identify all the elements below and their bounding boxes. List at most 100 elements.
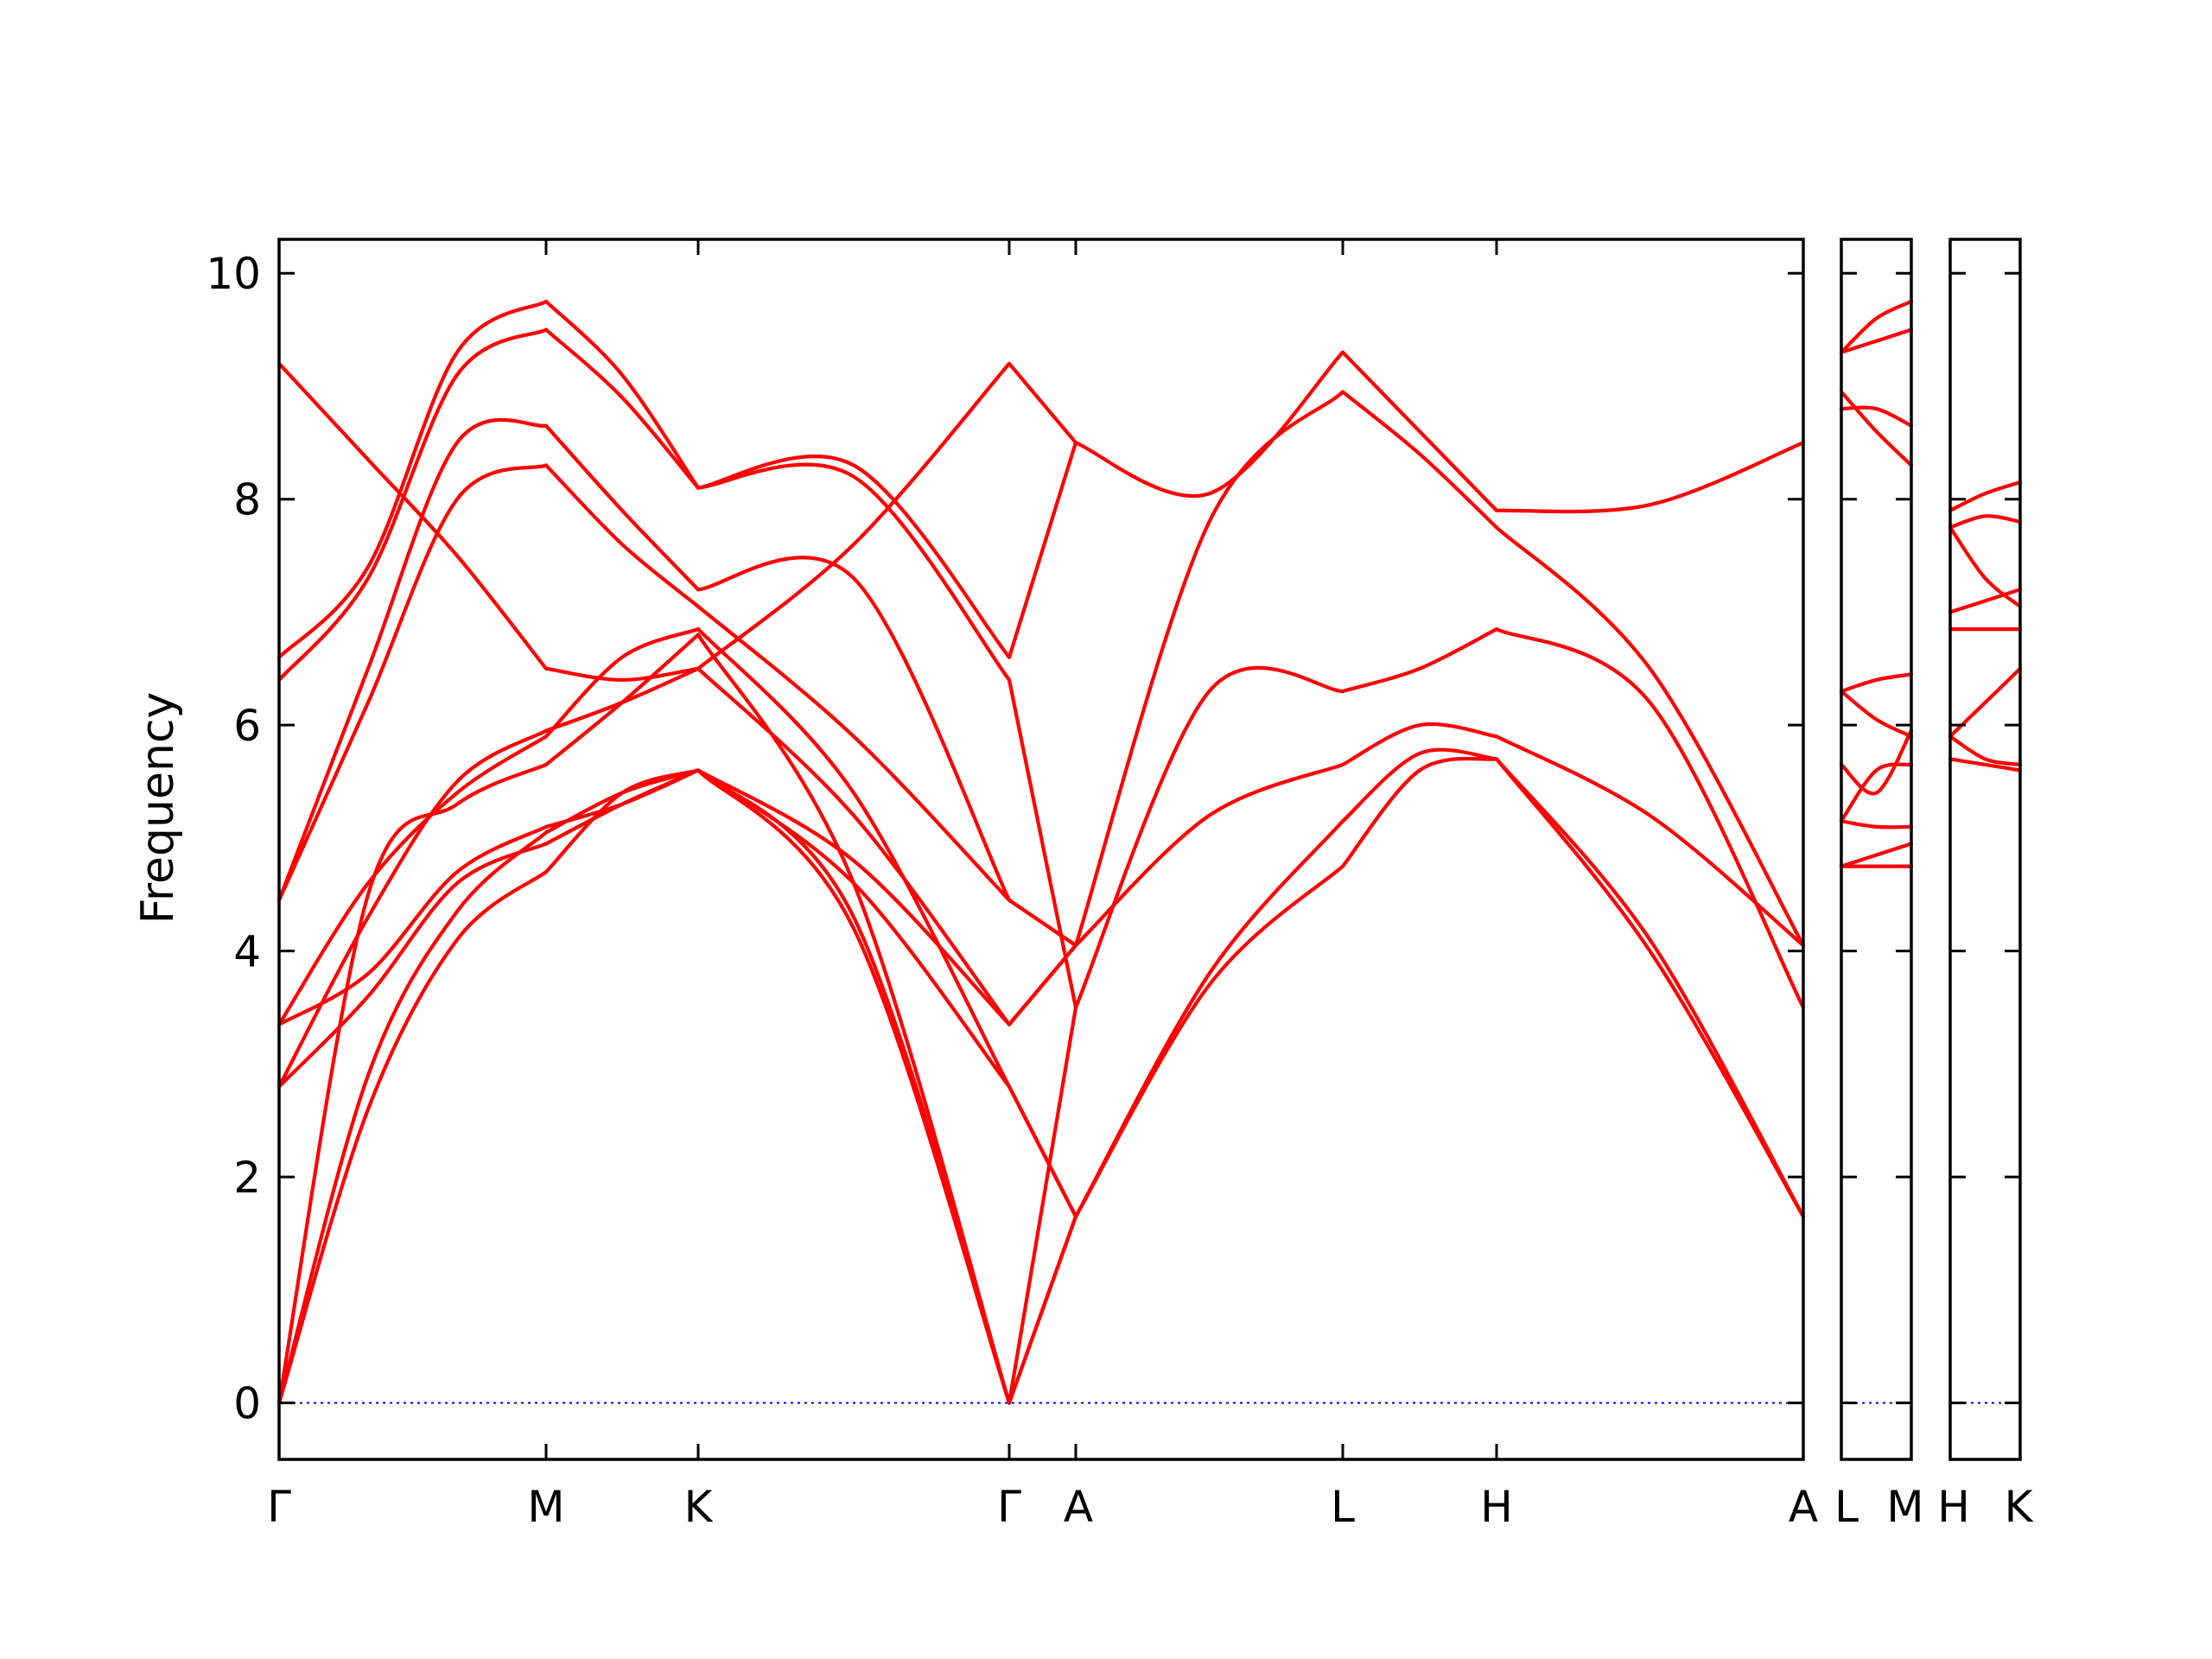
band-1-5-2 bbox=[1073, 819, 1345, 1218]
band-1-4-2 bbox=[1007, 1214, 1078, 1405]
band-1-3-6 bbox=[696, 627, 1012, 1089]
band-3-1-2 bbox=[1948, 734, 2023, 766]
band-1-7-6 bbox=[1494, 525, 1806, 948]
band-1-3-12 bbox=[696, 361, 1012, 671]
band-2-1-5 bbox=[1839, 728, 1914, 796]
x-tick-label: M bbox=[1886, 1482, 1923, 1532]
band-1-4-5 bbox=[1007, 1005, 1078, 1405]
band-2-1-4 bbox=[1839, 762, 1914, 823]
x-tick-label: K bbox=[684, 1482, 714, 1532]
band-1-3-9 bbox=[696, 556, 1012, 902]
band-1-1-9 bbox=[276, 417, 549, 902]
band-2-1-2 bbox=[1839, 842, 1914, 868]
band-1-2-7 bbox=[543, 666, 701, 733]
band-2-1-7 bbox=[1839, 672, 1914, 694]
band-1-3-4 bbox=[696, 768, 1012, 1027]
x-tick-label: A bbox=[1064, 1482, 1093, 1532]
x-tick-label: Γ bbox=[267, 1482, 291, 1532]
band-3-1-1 bbox=[1948, 757, 2023, 772]
band-1-4-12 bbox=[1007, 361, 1078, 445]
band-1-1-2 bbox=[276, 830, 549, 1405]
band-1-1-10 bbox=[276, 327, 549, 682]
y-tick-label: 2 bbox=[233, 1153, 261, 1203]
band-1-1-12 bbox=[276, 361, 549, 671]
band-1-1-6 bbox=[276, 734, 549, 1027]
y-tick-label: 10 bbox=[206, 249, 261, 299]
y-tick-label: 4 bbox=[233, 927, 261, 977]
panel-frame bbox=[1840, 238, 1913, 1461]
band-2-1-6 bbox=[1839, 689, 1914, 739]
band-1-2-8 bbox=[543, 463, 701, 608]
band-1-7-1 bbox=[1494, 757, 1806, 1218]
band-3-1-7 bbox=[1948, 514, 2023, 530]
band-1-3-7 bbox=[696, 666, 1012, 1027]
band-1-2-11 bbox=[543, 299, 701, 490]
band-1-5-1 bbox=[1073, 864, 1345, 1218]
band-1-2-9 bbox=[543, 423, 701, 592]
x-tick-label: H bbox=[1480, 1482, 1513, 1532]
x-tick-label: M bbox=[527, 1482, 564, 1532]
band-3-1-6 bbox=[1948, 525, 2023, 608]
y-tick-labels: 0 2 4 6 8 10 bbox=[206, 249, 261, 1428]
band-1-1-5 bbox=[276, 762, 549, 1405]
band-1-2-10 bbox=[543, 327, 701, 490]
band-1-5-3 bbox=[1073, 762, 1345, 948]
x-tick-label: A bbox=[1789, 1482, 1818, 1532]
band-1-4-9 bbox=[1007, 898, 1078, 948]
band-1-5-4 bbox=[1073, 665, 1345, 1010]
band-1-2-4 bbox=[543, 768, 701, 829]
x-tick-label: L bbox=[1331, 1482, 1355, 1532]
band-1-6-3 bbox=[1340, 722, 1499, 766]
band-1-2-5 bbox=[543, 632, 701, 766]
band-1-7-2 bbox=[1494, 757, 1806, 1218]
band-2-1-10 bbox=[1839, 327, 1914, 354]
band-1-6-5 bbox=[1340, 350, 1499, 512]
band-3-1-5 bbox=[1948, 588, 2023, 614]
band-1-2-6 bbox=[543, 627, 701, 739]
x-tick-label: H bbox=[1937, 1482, 1970, 1532]
band-2-1-11 bbox=[1839, 299, 1914, 354]
band-2-1-8 bbox=[1839, 390, 1914, 467]
band-1-4-6 bbox=[1007, 1084, 1078, 1218]
panel-frame bbox=[1948, 238, 2022, 1461]
band-1-1-7 bbox=[276, 728, 549, 1089]
band-1-3-2 bbox=[696, 768, 1012, 1405]
band-1-6-4 bbox=[1340, 627, 1499, 694]
band-1-3-10 bbox=[696, 462, 1012, 682]
band-3-1-8 bbox=[1948, 480, 2023, 512]
band-1-2-12 bbox=[543, 666, 701, 682]
band-1-1-3 bbox=[276, 842, 549, 1089]
band-1-3-11 bbox=[696, 454, 1012, 659]
band-1-6-1 bbox=[1340, 756, 1499, 868]
y-axis-label: Frequency bbox=[132, 692, 184, 925]
band-1-6-2 bbox=[1340, 747, 1499, 823]
band-2-1-9 bbox=[1839, 405, 1914, 428]
band-1-7-4 bbox=[1494, 627, 1806, 1010]
x-tick-label: Γ bbox=[997, 1482, 1021, 1532]
band-3-1-3 bbox=[1948, 666, 2023, 739]
band-1-7-3 bbox=[1494, 734, 1806, 948]
band-1-5-6 bbox=[1073, 390, 1345, 948]
band-1-4-11 bbox=[1007, 441, 1078, 659]
band-1-6-6 bbox=[1340, 390, 1499, 530]
band-1-1-8 bbox=[276, 463, 549, 902]
band-1-4-7 bbox=[1007, 944, 1078, 1027]
panel-frame bbox=[277, 238, 1805, 1461]
band-1-5-5 bbox=[1073, 350, 1345, 499]
x-tick-label: L bbox=[1834, 1482, 1859, 1532]
x-tick-label: K bbox=[2005, 1482, 2034, 1532]
band-1-4-10 bbox=[1007, 677, 1078, 1010]
band-1-3-3 bbox=[696, 768, 1012, 1089]
band-1-3-5 bbox=[696, 632, 1012, 1405]
band-2-1-3 bbox=[1839, 819, 1914, 830]
y-tick-label: 0 bbox=[233, 1379, 261, 1429]
band-1-7-5 bbox=[1494, 441, 1806, 514]
band-1-1-11 bbox=[276, 299, 549, 659]
y-tick-label: 6 bbox=[233, 701, 261, 751]
band-1-1-1 bbox=[276, 870, 549, 1405]
y-tick-label: 8 bbox=[233, 475, 261, 525]
